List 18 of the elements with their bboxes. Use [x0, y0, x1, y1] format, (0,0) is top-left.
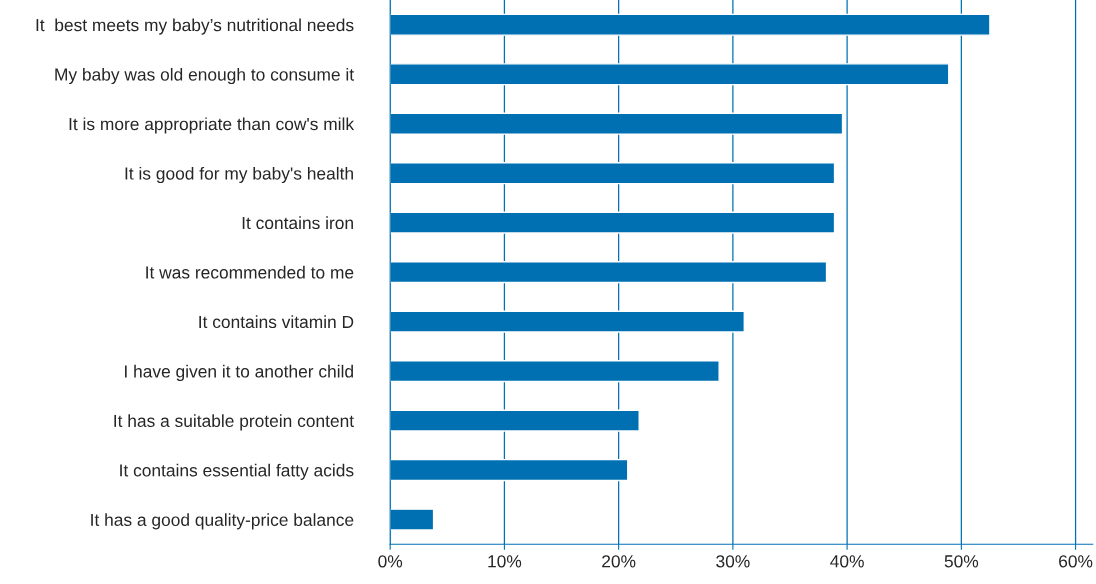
- y-tick-label: I have given it to another child: [125, 364, 353, 381]
- y-tick-label: It contains iron: [242, 216, 353, 230]
- x-tick-label: 60%: [1059, 555, 1093, 568]
- x-tick-label: 20%: [602, 555, 636, 568]
- x-tick-label: 10%: [488, 555, 522, 568]
- y-tick-label: It contains vitamin D: [199, 315, 354, 329]
- x-tick-label: 40%: [830, 555, 864, 568]
- y-tick-label: It was recommended to me: [146, 265, 354, 279]
- y-tick-label: It is good for my baby's health: [125, 166, 353, 184]
- y-tick-label: My baby was old enough to consume it: [55, 67, 354, 85]
- y-tick-label: It best meets my baby’s nutritional needs: [36, 18, 354, 35]
- x-tick-label: 0%: [378, 555, 403, 568]
- y-tick-label: It has a suitable protein content: [114, 414, 354, 431]
- y-tick-label: It is more appropriate than cow's milk: [69, 117, 355, 134]
- y-tick-label: It has a good quality-price balance: [91, 513, 354, 530]
- x-tick-label: 50%: [944, 555, 979, 568]
- x-tick-label: 30%: [716, 555, 750, 568]
- y-tick-label: It contains essential fatty acids: [120, 463, 354, 480]
